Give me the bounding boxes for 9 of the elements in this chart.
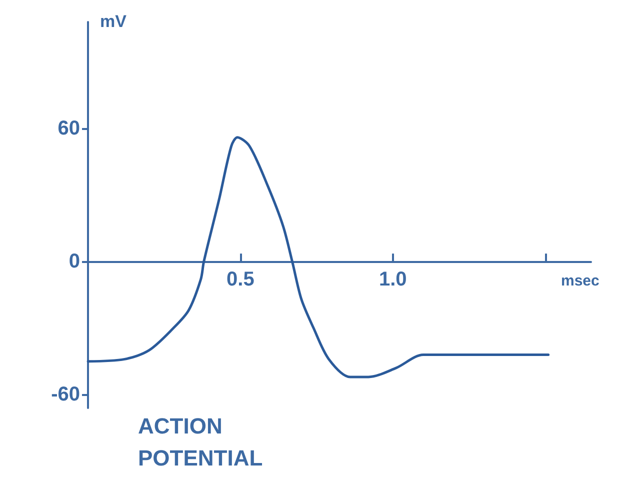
y-tick-label: 0 [68, 250, 80, 273]
x-tick-label: 1.0 [378, 268, 407, 291]
text: ACTION POTENTIAL [138, 414, 263, 470]
y-tick-label: -60 [51, 384, 80, 406]
y-axis-title: mV [100, 12, 128, 31]
x-tick-label: 0.5 [226, 268, 254, 291]
y-tick-label: 60 [58, 117, 80, 140]
line-series [86, 136, 550, 378]
x-axis-title: msec [561, 272, 600, 290]
